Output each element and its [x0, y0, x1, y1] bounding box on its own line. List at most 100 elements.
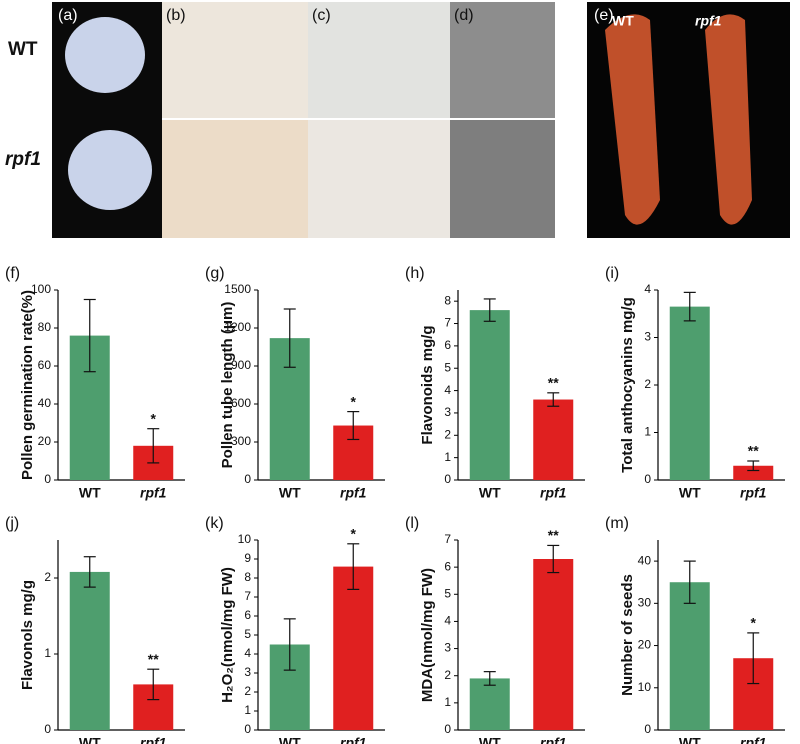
photo-sem [450, 120, 555, 238]
panel-label: (l) [405, 515, 419, 532]
y-tick-label: 1 [444, 695, 451, 709]
y-tick-label: 5 [444, 586, 451, 600]
y-tick-label: 3 [644, 330, 651, 344]
fruit-label: rpf1 [695, 13, 722, 29]
y-tick-label: 8 [244, 570, 251, 584]
y-tick-label: 80 [38, 320, 52, 334]
y-tick-label: 4 [644, 282, 651, 296]
y-tick-label: 20 [638, 638, 652, 652]
bar [669, 306, 710, 480]
y-tick-label: 8 [444, 293, 451, 307]
y-tick-label: 0 [44, 722, 51, 736]
flower [68, 130, 152, 210]
x-tick-label: WT [479, 735, 501, 744]
y-axis-label: H₂O₂(nmol/mg FW) [219, 567, 236, 703]
y-tick-label: 6 [244, 608, 251, 622]
panel-label: (h) [405, 265, 425, 282]
y-tick-label: 6 [444, 338, 451, 352]
y-tick-label: 1 [444, 450, 451, 464]
y-tick-label: 20 [38, 434, 52, 448]
y-tick-label: 7 [244, 589, 251, 603]
bar [469, 678, 510, 730]
row-label: WT [8, 39, 38, 60]
x-tick-label: rpf1 [340, 485, 367, 501]
x-tick-label: rpf1 [740, 485, 767, 501]
x-tick-label: WT [479, 485, 501, 501]
bar [733, 465, 774, 480]
y-tick-label: 60 [38, 358, 52, 372]
y-tick-label: 30 [638, 596, 652, 610]
significance: ** [548, 375, 559, 391]
y-axis-label: Pollen germination rate(%) [19, 290, 36, 480]
y-tick-label: 1500 [224, 282, 251, 296]
x-tick-label: rpf1 [140, 485, 167, 501]
bar [669, 582, 710, 730]
panel-label: (e) [594, 7, 614, 24]
y-tick-label: 2 [444, 668, 451, 682]
significance: * [751, 615, 757, 631]
panel-label: (f) [5, 265, 20, 282]
y-tick-label: 6 [444, 559, 451, 573]
bar [469, 310, 510, 480]
y-tick-label: 900 [231, 358, 251, 372]
y-tick-label: 40 [38, 396, 52, 410]
significance: ** [748, 443, 759, 459]
y-axis-label: Flavonols mg/g [19, 580, 36, 690]
x-tick-label: rpf1 [140, 735, 167, 744]
x-tick-label: rpf1 [540, 485, 567, 501]
y-tick-label: 0 [644, 722, 651, 736]
y-tick-label: 3 [444, 405, 451, 419]
fruit [705, 14, 752, 225]
photo-pollen [162, 120, 308, 238]
y-axis-label: Number of seeds [619, 574, 636, 696]
significance: * [151, 410, 157, 426]
y-tick-label: 1200 [224, 320, 251, 334]
y-tick-label: 0 [444, 722, 451, 736]
bar [533, 399, 574, 480]
y-tick-label: 4 [444, 383, 451, 397]
panel-label: (k) [205, 515, 224, 532]
significance: ** [548, 527, 559, 543]
y-tick-label: 3 [244, 665, 251, 679]
panel-label: (i) [605, 265, 619, 282]
y-axis-label: Total anthocyanins mg/g [619, 297, 636, 473]
x-tick-label: WT [279, 735, 301, 744]
y-tick-label: 7 [444, 532, 451, 546]
y-tick-label: 10 [638, 680, 652, 694]
y-tick-label: 40 [638, 553, 652, 567]
x-tick-label: rpf1 [340, 735, 367, 744]
y-tick-label: 2 [444, 427, 451, 441]
y-tick-label: 100 [31, 282, 51, 296]
panel-label: (a) [58, 7, 78, 24]
y-tick-label: 10 [238, 532, 252, 546]
significance: ** [148, 651, 159, 667]
panel-label: (m) [605, 515, 629, 532]
y-axis-label: MDA(nmol/mg FW) [419, 568, 436, 702]
photo-pollen [162, 2, 308, 118]
panel-label: (d) [454, 7, 474, 24]
y-tick-label: 0 [444, 472, 451, 486]
y-tick-label: 0 [244, 722, 251, 736]
x-tick-label: WT [279, 485, 301, 501]
y-axis-label: Pollen tube length (μm) [219, 302, 236, 469]
y-tick-label: 5 [244, 627, 251, 641]
y-axis-label: Flavonoids mg/g [419, 325, 436, 444]
x-tick-label: rpf1 [540, 735, 567, 744]
y-tick-label: 1 [44, 646, 51, 660]
panel-label: (g) [205, 265, 225, 282]
y-tick-label: 2 [244, 684, 251, 698]
fruit-label: WT [612, 13, 634, 29]
y-tick-label: 5 [444, 360, 451, 374]
y-tick-label: 1 [644, 425, 651, 439]
y-tick-label: 3 [444, 641, 451, 655]
y-tick-label: 9 [244, 551, 251, 565]
y-tick-label: 0 [644, 472, 651, 486]
y-tick-label: 7 [444, 316, 451, 330]
flower [65, 17, 145, 93]
panel-label: (c) [312, 7, 331, 24]
y-tick-label: 0 [44, 472, 51, 486]
photo-tubes [308, 120, 450, 238]
bar [333, 566, 374, 730]
x-tick-label: WT [79, 735, 101, 744]
